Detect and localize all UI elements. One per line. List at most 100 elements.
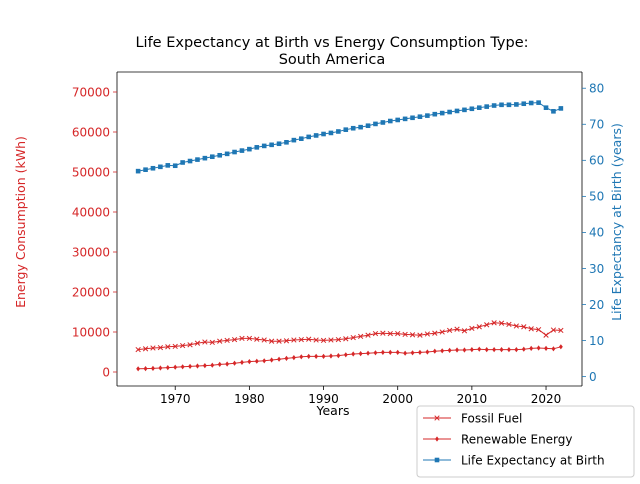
series-1-point	[336, 353, 341, 359]
series-2-point	[432, 111, 438, 117]
series-2-point	[224, 151, 230, 157]
series-0-point	[239, 335, 245, 342]
series-1-point	[403, 350, 408, 356]
series-2-point	[276, 141, 282, 147]
series-1-point	[232, 360, 237, 366]
series-0-point	[535, 326, 542, 333]
series-1-point	[506, 347, 511, 353]
legend-label: Life Expectancy at Birth	[461, 453, 605, 467]
series-2-point	[506, 102, 512, 108]
series-1-point	[158, 365, 163, 371]
series-2-point	[217, 152, 223, 158]
series-1-point	[173, 364, 178, 370]
series-2-point	[239, 148, 245, 153]
series-2-point	[343, 127, 349, 132]
series-1-point	[455, 347, 459, 353]
series-2-point	[269, 142, 274, 148]
y-right-tick-label: 70	[589, 118, 604, 132]
series-0-point	[313, 337, 319, 343]
series-0-point	[432, 330, 438, 336]
y-right-tick-label: 30	[589, 262, 604, 276]
series-1-point	[254, 358, 259, 364]
series-2-point	[536, 100, 541, 105]
series-0-point	[446, 327, 453, 334]
series-2-point	[209, 154, 215, 160]
series-1-point	[195, 363, 200, 369]
series-1-point	[469, 347, 474, 353]
series-1-point	[225, 361, 230, 367]
series-0-point	[506, 321, 512, 328]
series-1-point	[358, 351, 363, 357]
legend-item: Renewable Energy	[423, 432, 573, 446]
series-2-point	[158, 164, 163, 170]
y-right-tick-label: 80	[589, 82, 604, 96]
series-2-point	[358, 124, 363, 130]
series-2-point	[298, 136, 304, 141]
x-tick-label: 2010	[457, 392, 488, 406]
series-1-point	[447, 347, 452, 353]
series-1-point	[136, 366, 141, 372]
series-0-point	[417, 332, 423, 338]
series-1-point	[240, 359, 244, 365]
series-0-point	[380, 330, 386, 336]
y-left-tick-label: 0	[102, 365, 110, 379]
series-1-point	[521, 346, 526, 352]
series-2-point	[284, 139, 289, 145]
y-left-tick-label: 60000	[72, 125, 110, 139]
series-0-point	[298, 336, 304, 343]
legend-box	[416, 405, 635, 478]
series-1-point	[492, 347, 497, 353]
series-1-point	[217, 361, 222, 367]
series-0-point	[268, 338, 275, 344]
series-0-point	[402, 331, 408, 338]
series-1-point	[395, 349, 400, 355]
series-2-point	[150, 165, 156, 171]
series-1-point	[366, 350, 370, 356]
series-2-point	[247, 146, 252, 152]
series-0-point	[521, 324, 527, 330]
series-1-point	[343, 352, 348, 358]
y-right-tick-label: 60	[589, 154, 604, 168]
series-2-point	[521, 101, 527, 107]
series-2-point	[195, 157, 200, 162]
series-0-point	[172, 343, 178, 350]
series-0-point	[513, 323, 520, 329]
series-0-point	[476, 324, 482, 330]
legend-marker	[435, 436, 439, 442]
series-0-point	[328, 337, 334, 343]
series-2-point	[321, 131, 326, 137]
series-2-point	[484, 104, 490, 109]
series-2-point	[387, 118, 393, 124]
series-2-point	[232, 149, 237, 155]
series-0-point	[187, 342, 193, 348]
series-1-point	[529, 345, 534, 351]
y-right-tick-label: 50	[589, 190, 604, 204]
y-left-tick-label: 70000	[72, 85, 110, 99]
series-2-point	[306, 134, 312, 140]
y-right-tick-label: 0	[589, 370, 597, 384]
series-0-point	[528, 326, 534, 332]
y-left-tick-label: 50000	[72, 165, 110, 179]
series-1-point	[351, 351, 356, 357]
legend-item: Life Expectancy at Birth	[423, 453, 605, 467]
series-0-point	[142, 346, 149, 352]
series-0-point	[135, 346, 141, 353]
series-1-point	[558, 344, 563, 350]
series-1-point	[284, 355, 289, 361]
series-0-point	[343, 336, 349, 342]
series-2-point	[202, 155, 208, 161]
series-0-point	[439, 329, 445, 335]
series-line-0	[138, 322, 561, 351]
series-0-point	[283, 338, 290, 344]
x-tick-label: 1970	[160, 392, 191, 406]
y-right-tick-label: 40	[589, 226, 604, 240]
y-left-tick-label: 30000	[72, 245, 110, 259]
series-2-point	[172, 163, 178, 169]
series-1-point	[329, 353, 333, 359]
series-2-point	[462, 107, 467, 113]
series-0-point	[454, 326, 460, 332]
legend-label: Fossil Fuel	[461, 411, 522, 425]
series-2-point	[417, 114, 423, 120]
x-axis-label: Years	[316, 403, 350, 418]
series-1-point	[299, 354, 304, 360]
